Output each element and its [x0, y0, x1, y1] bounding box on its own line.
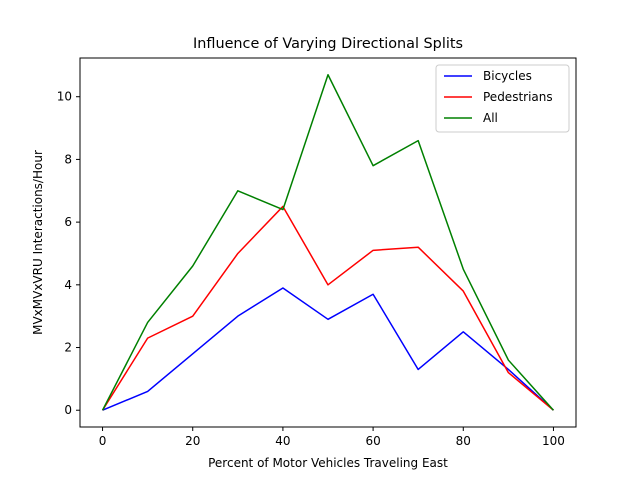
x-tick-label: 80: [456, 434, 471, 448]
series-line-bicycles: [102, 287, 554, 411]
x-tick-label: 0: [99, 434, 107, 448]
legend-label-pedestrians: Pedestrians: [483, 90, 553, 104]
x-tick-label: 40: [275, 434, 290, 448]
series-line-pedestrians: [101, 205, 554, 411]
y-tick-label: 2: [64, 341, 72, 355]
legend-label-all: All: [483, 111, 498, 125]
legend-label-bicycles: Bicycles: [483, 69, 532, 83]
y-tick-label: 6: [64, 215, 72, 229]
series-line-all: [101, 74, 555, 411]
x-axis-label: Percent of Motor Vehicles Traveling East: [208, 456, 448, 470]
x-tick-label: 20: [185, 434, 200, 448]
series-lines: [101, 74, 555, 411]
x-tick-label: 100: [542, 434, 565, 448]
x-tick-label: 60: [365, 434, 380, 448]
y-axis: 0 2 4 6 8 10: [57, 90, 80, 417]
legend: Bicycles Pedestrians All: [435, 64, 570, 133]
y-axis-label: MVxMVxVRU Interactions/Hour: [31, 150, 45, 335]
y-tick-label: 10: [57, 90, 72, 104]
y-tick-label: 0: [64, 403, 72, 417]
y-tick-label: 4: [64, 278, 72, 292]
chart-title: Influence of Varying Directional Splits: [193, 36, 463, 52]
y-tick-label: 8: [64, 152, 72, 166]
legend-frame: [435, 64, 570, 133]
x-axis: 0 20 40 60 80 100: [99, 427, 565, 448]
plot-frame: [79, 57, 577, 428]
